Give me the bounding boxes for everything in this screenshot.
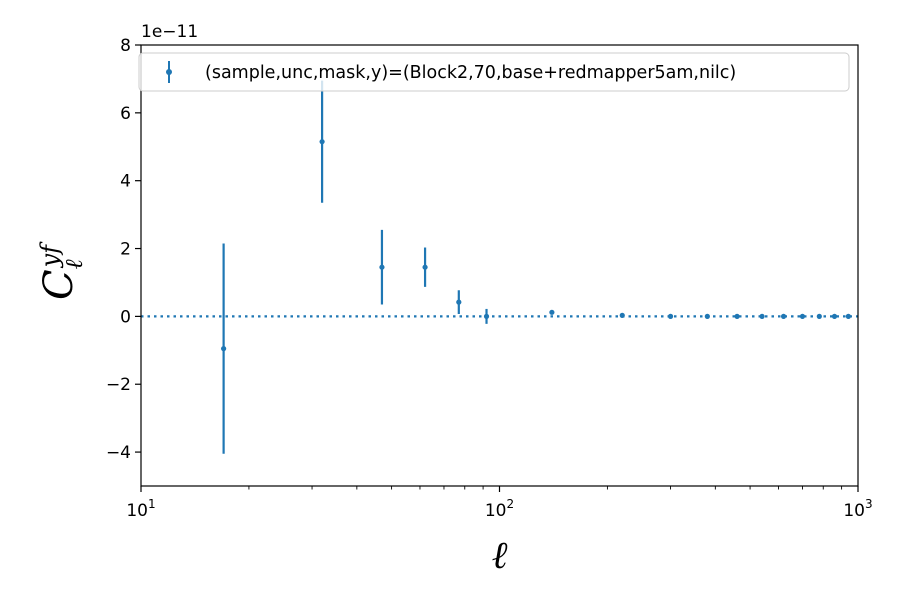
y-axis-label-main: C (36, 269, 82, 300)
x-axis-label: ℓ (492, 533, 508, 577)
x-tick-label: 103 (843, 497, 872, 521)
y-axis-label-subscript: ℓ (60, 259, 88, 269)
y-tick-label: 8 (120, 36, 131, 56)
data-point (799, 313, 806, 319)
data-point (319, 139, 325, 145)
data-point (549, 309, 555, 315)
x-tick-label: 102 (485, 497, 514, 521)
data-point (483, 313, 490, 319)
data-point (704, 313, 710, 319)
y-tick-label: 0 (120, 307, 131, 327)
data-marks-layer (221, 80, 851, 454)
y-tick-label: 4 (120, 172, 131, 192)
data-point (780, 313, 787, 319)
data-point (667, 313, 674, 319)
data-point (816, 313, 822, 319)
data-point (619, 312, 625, 318)
y-tick-label: 6 (120, 104, 131, 124)
legend: (sample,unc,mask,y)=(Block2,70,base+redm… (138, 52, 850, 92)
plot-frame (140, 44, 859, 487)
data-point (845, 313, 851, 319)
data-point (759, 313, 765, 319)
y-tick-label: −4 (106, 443, 131, 463)
y-tick-label: −2 (106, 375, 131, 395)
legend-marker-point (166, 69, 172, 75)
data-point (379, 264, 385, 270)
data-point (422, 264, 428, 270)
data-point (734, 313, 740, 319)
legend-box (138, 52, 850, 92)
data-point (456, 299, 462, 305)
data-point (221, 346, 227, 352)
y-offset-text: 1e−11 (141, 22, 198, 42)
data-point (831, 313, 838, 319)
ticks-layer: −4 −2 0 2 4 6 8 101 102 103 (106, 36, 873, 521)
y-tick-label: 2 (120, 240, 131, 260)
legend-label: (sample,unc,mask,y)=(Block2,70,base+redm… (205, 63, 736, 83)
svg-text:Cℓyf: Cℓyf (36, 241, 88, 300)
x-tick-label: 101 (126, 497, 155, 521)
y-axis-label-superscript: yf (36, 241, 64, 269)
y-axis-label: Cℓyf (36, 241, 88, 300)
